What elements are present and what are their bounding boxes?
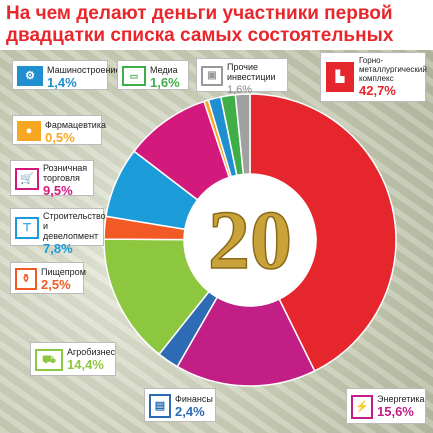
label-farma-value: 0,5%: [45, 130, 75, 145]
machinery-icon: ⚙: [17, 66, 43, 86]
label-food: ⚱ Пищепром 2,5%: [10, 262, 86, 294]
label-mash-name: Машиностроение: [47, 65, 121, 75]
label-prochie-value: 1,6%: [227, 84, 253, 96]
label-fin: ▤ Финансы 2,4%: [144, 388, 216, 422]
label-gmk: ▙ Горно-металлургический комплекс 42,7%: [320, 52, 427, 102]
bottle-icon: ⚱: [15, 268, 37, 290]
center-number: 20: [208, 194, 292, 287]
label-media: ▭ Медиа 1,6%: [117, 60, 189, 90]
shopping-cart-icon: 🛒: [15, 168, 39, 190]
label-farma-name: Фармацевтика: [45, 120, 106, 130]
atm-icon: ▤: [149, 394, 171, 418]
label-build-value: 7,8%: [43, 241, 73, 256]
label-prochie: ▣ Прочие инвестиции 1,6%: [196, 58, 288, 96]
crane-icon: ⊤: [15, 217, 39, 239]
chart-title: На чем делают деньги участники первой дв…: [6, 3, 426, 47]
label-food-name: Пищепром: [41, 267, 86, 277]
briefcase-icon: ▣: [201, 66, 223, 86]
label-media-value: 1,6%: [150, 75, 180, 90]
label-mash: ⚙ Машиностроение 1,4%: [12, 60, 120, 90]
label-energy: ⚡ Энергетика 15,6%: [346, 388, 426, 424]
label-fin-name: Финансы: [175, 394, 213, 404]
pills-icon: ●: [17, 121, 41, 141]
label-retail-value: 9,5%: [43, 183, 73, 198]
label-retail: 🛒 Розничная торговля 9,5%: [10, 160, 94, 198]
label-energy-name: Энергетика: [377, 394, 425, 404]
label-prochie-name: Прочие инвестиции: [227, 62, 276, 82]
label-retail-name: Розничная торговля: [43, 163, 88, 183]
donut-hole: [184, 174, 316, 306]
label-agro: ⛟ Агробизнес 14,4%: [30, 342, 116, 376]
donut-slices: [103, 93, 397, 387]
monitor-icon: ▭: [122, 66, 146, 86]
label-gmk-name: Горно-металлургический комплекс: [359, 56, 427, 83]
label-build: ⊤ Строительство и девелопмент 7,8%: [10, 208, 106, 256]
label-fin-value: 2,4%: [175, 404, 205, 419]
title-line-2: двадцатки списка самых состоятельных: [6, 25, 394, 46]
label-build-name: Строительство и девелопмент: [43, 211, 106, 241]
factory-icon: ▙: [326, 62, 354, 92]
label-energy-value: 15,6%: [377, 404, 414, 419]
title-line-1: На чем делают деньги участники первой: [6, 3, 393, 24]
label-gmk-value: 42,7%: [359, 83, 396, 98]
title-box: На чем делают деньги участники первой дв…: [0, 0, 433, 50]
label-agro-name: Агробизнес: [67, 347, 116, 357]
label-farma: ● Фармацевтика 0,5%: [12, 115, 106, 145]
power-tower-icon: ⚡: [351, 395, 373, 419]
label-agro-value: 14,4%: [67, 357, 104, 372]
label-food-value: 2,5%: [41, 277, 71, 292]
label-media-name: Медиа: [150, 65, 178, 75]
label-mash-value: 1,4%: [47, 75, 77, 90]
harvester-icon: ⛟: [35, 349, 63, 371]
